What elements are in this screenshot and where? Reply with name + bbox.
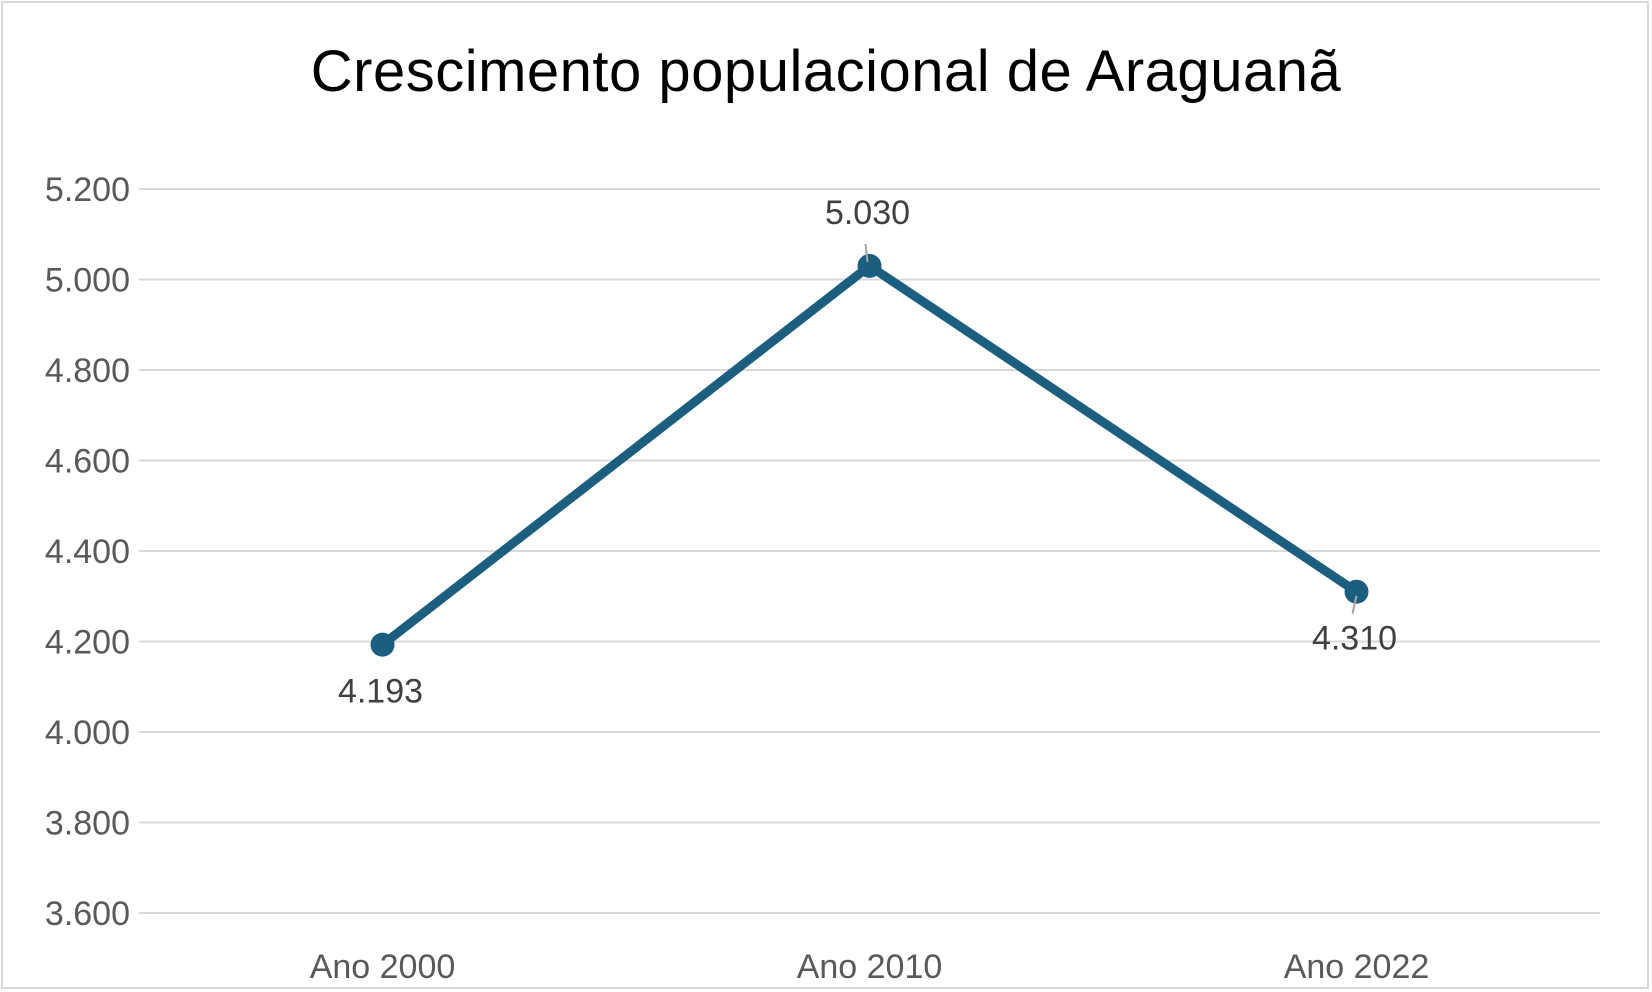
- leader-line: [1351, 595, 1358, 614]
- y-tick-label: 4.000: [45, 714, 130, 752]
- y-axis-tick-labels: 3.600 3.800 4.000 4.200 4.400 4.600 4.800 5.000…: [45, 171, 130, 933]
- chart-title: Crescimento populacional de Araguanã: [310, 39, 1342, 104]
- series-line: [378, 261, 1361, 650]
- data-label: 4.193: [338, 673, 423, 711]
- data-point: [1344, 579, 1369, 604]
- data-label: 4.310: [1312, 620, 1397, 658]
- x-tick-label: Ano 2000: [310, 948, 456, 986]
- y-tick-label: 3.800: [45, 805, 130, 843]
- data-labels: 4.193 5.030 4.310: [338, 194, 1397, 711]
- data-point: [370, 632, 395, 657]
- y-tick-label: 4.200: [45, 624, 130, 662]
- y-tick-label: 4.800: [45, 352, 130, 390]
- y-tick-label: 5.000: [45, 262, 130, 300]
- y-tick-label: 5.200: [45, 171, 130, 209]
- data-point: [857, 253, 882, 278]
- y-tick-label: 3.600: [45, 895, 130, 933]
- gridlines: [139, 188, 1600, 914]
- x-axis-tick-labels: Ano 2000 Ano 2010 Ano 2022: [310, 948, 1430, 986]
- x-tick-label: Ano 2022: [1284, 948, 1430, 986]
- x-tick-label: Ano 2010: [797, 948, 943, 986]
- data-label: 5.030: [825, 194, 910, 232]
- y-tick-label: 4.600: [45, 443, 130, 481]
- leader-line: [864, 243, 869, 263]
- y-tick-label: 4.400: [45, 533, 130, 571]
- series-group: [370, 253, 1369, 657]
